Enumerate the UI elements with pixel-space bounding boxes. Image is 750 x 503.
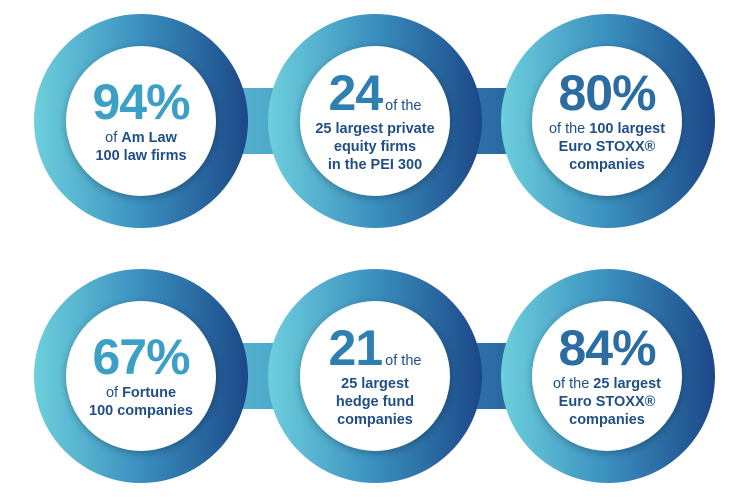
stat-hedge-fund: 21 of the 25 largest hedge fund companie… — [300, 301, 450, 451]
stat-desc: of the 100 largest Euro STOXX® companies — [549, 120, 665, 174]
stat-value: 80% — [558, 65, 656, 121]
stat-desc: of Am Law 100 law firms — [95, 129, 186, 165]
stat-desc-line1: 25 largest private — [315, 121, 435, 137]
stat-desc-line2: equity firms — [333, 139, 417, 155]
stat-desc-bold: 100 largest — [589, 121, 666, 137]
stat-desc-line2: 100 law firms — [95, 148, 187, 164]
stat-desc-line3: companies — [337, 412, 413, 428]
stat-desc-pre: of — [105, 385, 123, 401]
stat-am-law: 94% of Am Law 100 law firms — [66, 46, 216, 196]
stat-desc-line2: Euro STOXX® — [558, 394, 656, 410]
stat-private-equity: 24 of the 25 largest private equity firm… — [300, 46, 450, 196]
stat-desc-bold: Fortune — [122, 385, 177, 401]
stat-desc-pre: of the — [552, 376, 594, 392]
stat-fortune: 67% of Fortune 100 companies — [66, 301, 216, 451]
stat-desc-line2: hedge fund — [335, 394, 415, 410]
stat-desc-line3: in the PEI 300 — [327, 157, 423, 173]
stats-row-1: 94% of Am Law 100 law firms 24 of the 25… — [0, 0, 750, 245]
stat-suffix: of the — [385, 98, 422, 114]
stat-value: 84% — [558, 320, 656, 376]
stats-row-2: 67% of Fortune 100 companies 21 of the 2… — [0, 255, 750, 500]
stat-desc-line2: Euro STOXX® — [558, 139, 656, 155]
stat-desc-line1: 25 largest — [341, 376, 409, 392]
stat-suffix: of the — [385, 353, 422, 369]
stat-euro-stoxx-25: 84% of the 25 largest Euro STOXX® compan… — [532, 301, 682, 451]
stat-desc-line2: 100 companies — [89, 403, 193, 419]
stat-desc-line3: companies — [569, 157, 645, 173]
stat-value: 94% — [92, 74, 190, 130]
stat-head: 24 of the — [329, 68, 422, 118]
stat-desc: of the 25 largest Euro STOXX® companies — [553, 375, 661, 429]
stat-desc-bold: 25 largest — [593, 376, 662, 392]
stat-euro-stoxx-100: 80% of the 100 largest Euro STOXX® compa… — [532, 46, 682, 196]
stat-desc: 25 largest private equity firms in the P… — [315, 120, 434, 174]
stat-desc-pre: of — [105, 130, 122, 146]
stat-value: 67% — [92, 329, 190, 385]
stat-desc-bold: Am Law — [121, 130, 177, 146]
stat-desc-pre: of the — [548, 121, 590, 137]
stat-value: 24 — [328, 65, 384, 121]
stat-desc-line3: companies — [569, 412, 645, 428]
stat-desc: of Fortune 100 companies — [89, 384, 193, 420]
stat-desc: 25 largest hedge fund companies — [336, 375, 414, 429]
stat-head: 21 of the — [329, 323, 422, 373]
stat-value: 21 — [328, 320, 384, 376]
